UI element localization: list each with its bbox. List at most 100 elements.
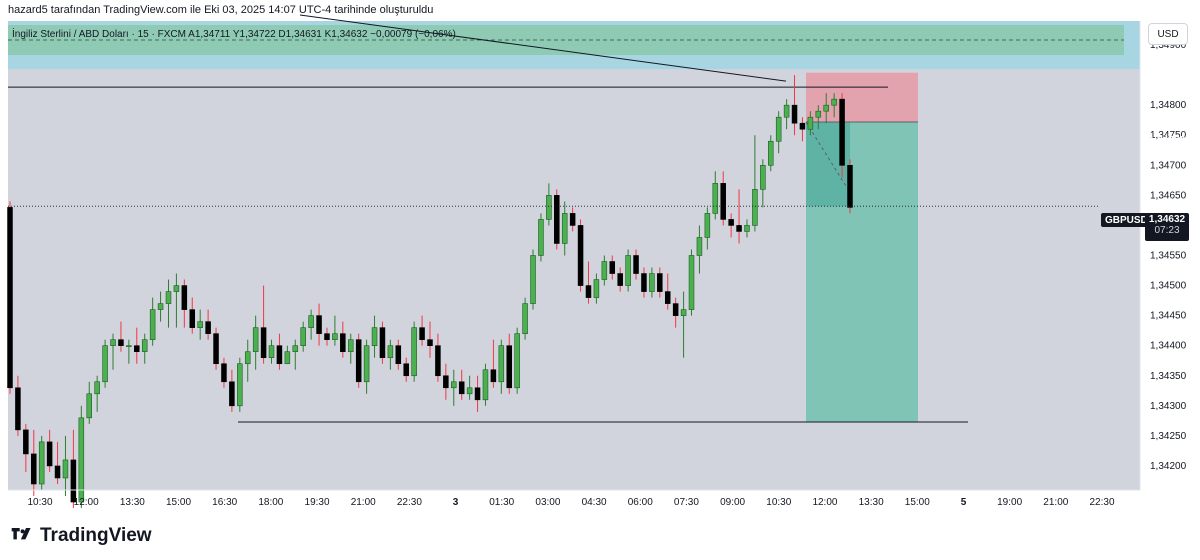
chart-caption: hazard5 tarafından TradingView.com ile E… (8, 4, 434, 16)
legend-text: İngiliz Sterlini / ABD Doları · 15 · FXC… (12, 27, 456, 40)
candle-body (561, 213, 568, 244)
candle-body (641, 273, 647, 292)
candle-body (458, 381, 465, 395)
candle-body (451, 381, 457, 389)
candle-body (15, 387, 21, 431)
trend-line (299, 14, 787, 82)
time-tick-label: 04:30 (582, 497, 607, 508)
target-price-label: 1,34273 (1148, 420, 1186, 432)
candle-body (78, 417, 85, 503)
candle-body (205, 321, 211, 334)
target-price-tag: 1,34273 (1145, 419, 1189, 433)
candle-body (585, 285, 592, 298)
candle-body (633, 255, 639, 274)
candle-body (783, 104, 790, 118)
time-tick-label: 01:30 (489, 497, 514, 508)
last-price-tag: 1,34632 07:23 (1145, 213, 1189, 241)
candle-body (696, 237, 703, 256)
candle-body (498, 345, 505, 383)
candle-body (514, 333, 520, 389)
candle-body (157, 303, 164, 310)
candle-body (791, 104, 798, 124)
candle-body (744, 225, 750, 232)
candle-body (252, 327, 259, 353)
time-tick-label: 06:00 (628, 497, 653, 508)
price-tick-label: 1,34400 (1150, 341, 1187, 352)
time-tick-label: 12:00 (74, 497, 99, 508)
candle-body (347, 339, 354, 353)
time-tick-label: 22:30 (397, 497, 422, 508)
time-tick-label: 21:00 (1043, 497, 1068, 508)
candle-body (649, 273, 655, 292)
price-tick-label: 1,34300 (1150, 401, 1187, 412)
candle-body (775, 116, 782, 142)
entry-price-label: 1,34772 (1148, 134, 1186, 146)
candle-body (664, 291, 671, 304)
candle-body (839, 98, 845, 166)
candle-body (379, 327, 386, 359)
bar-countdown: 07:23 (1154, 225, 1180, 236)
time-tick-label: 22:30 (1089, 497, 1114, 508)
tradingview-brand[interactable]: TradingView (10, 525, 152, 547)
entry-price-tag: 1,34772 (1145, 133, 1189, 147)
time-tick-label: 07:30 (674, 497, 699, 508)
time-tick-label: 09:00 (720, 497, 745, 508)
candle-body (316, 315, 322, 334)
currency-button[interactable]: USD (1148, 23, 1188, 45)
plot-background (8, 21, 1140, 490)
candle-body (577, 225, 584, 286)
price-tick-label: 1,34250 (1150, 431, 1187, 442)
candle-body (292, 345, 299, 353)
candle-body (427, 339, 433, 346)
stop-loss-zone (806, 72, 918, 123)
candle-body (94, 381, 100, 395)
price-tick-label: 1,34750 (1150, 130, 1187, 141)
candle-body (31, 453, 37, 485)
last-price: 1,34632 (1148, 214, 1186, 225)
price-tick-label: 1,34700 (1150, 160, 1187, 171)
candle-body (395, 345, 402, 365)
candle-body (134, 345, 140, 353)
candle-body (110, 339, 116, 346)
time-tick-label: 19:30 (305, 497, 330, 508)
candle-body (173, 285, 180, 292)
candle-body (165, 291, 172, 304)
time-tick-label: 10:30 (27, 497, 52, 508)
candle-body (522, 303, 528, 334)
price-axis (1140, 0, 1200, 490)
candle-body (46, 441, 53, 467)
candle-body (363, 345, 370, 383)
candle-body (609, 261, 616, 274)
candle-body (752, 189, 758, 226)
candle-body (70, 459, 77, 503)
candle-body (760, 165, 766, 190)
candle-body (847, 165, 853, 208)
candle-body (118, 339, 124, 346)
candle-body (268, 345, 275, 359)
candle-body (355, 339, 362, 383)
candle-body (530, 255, 536, 304)
brand-name: TradingView (40, 525, 152, 546)
candle-body (38, 441, 45, 485)
time-tick-label: 15:00 (166, 497, 191, 508)
tradingview-logo-icon (11, 528, 31, 540)
candle-body (728, 219, 734, 226)
candle-body (799, 122, 806, 130)
candle-body (308, 315, 314, 328)
candle-body (720, 183, 726, 220)
candle-body (435, 345, 441, 377)
candle-body (141, 339, 148, 353)
candle-body (332, 333, 338, 340)
time-tick-label: 5 (961, 497, 967, 508)
price-tick-label: 1,34800 (1150, 100, 1187, 111)
candle-body (419, 327, 425, 340)
time-tick-label: 13:30 (859, 497, 884, 508)
candle-body (237, 363, 243, 407)
candle-body (807, 116, 814, 130)
stop-price-tag: 1,34854 (1145, 85, 1189, 99)
price-tick-label: 1,34650 (1150, 190, 1187, 201)
candle-body (823, 104, 829, 112)
time-tick-label: 13:30 (120, 497, 145, 508)
price-tick-label: 1,34550 (1150, 251, 1187, 262)
